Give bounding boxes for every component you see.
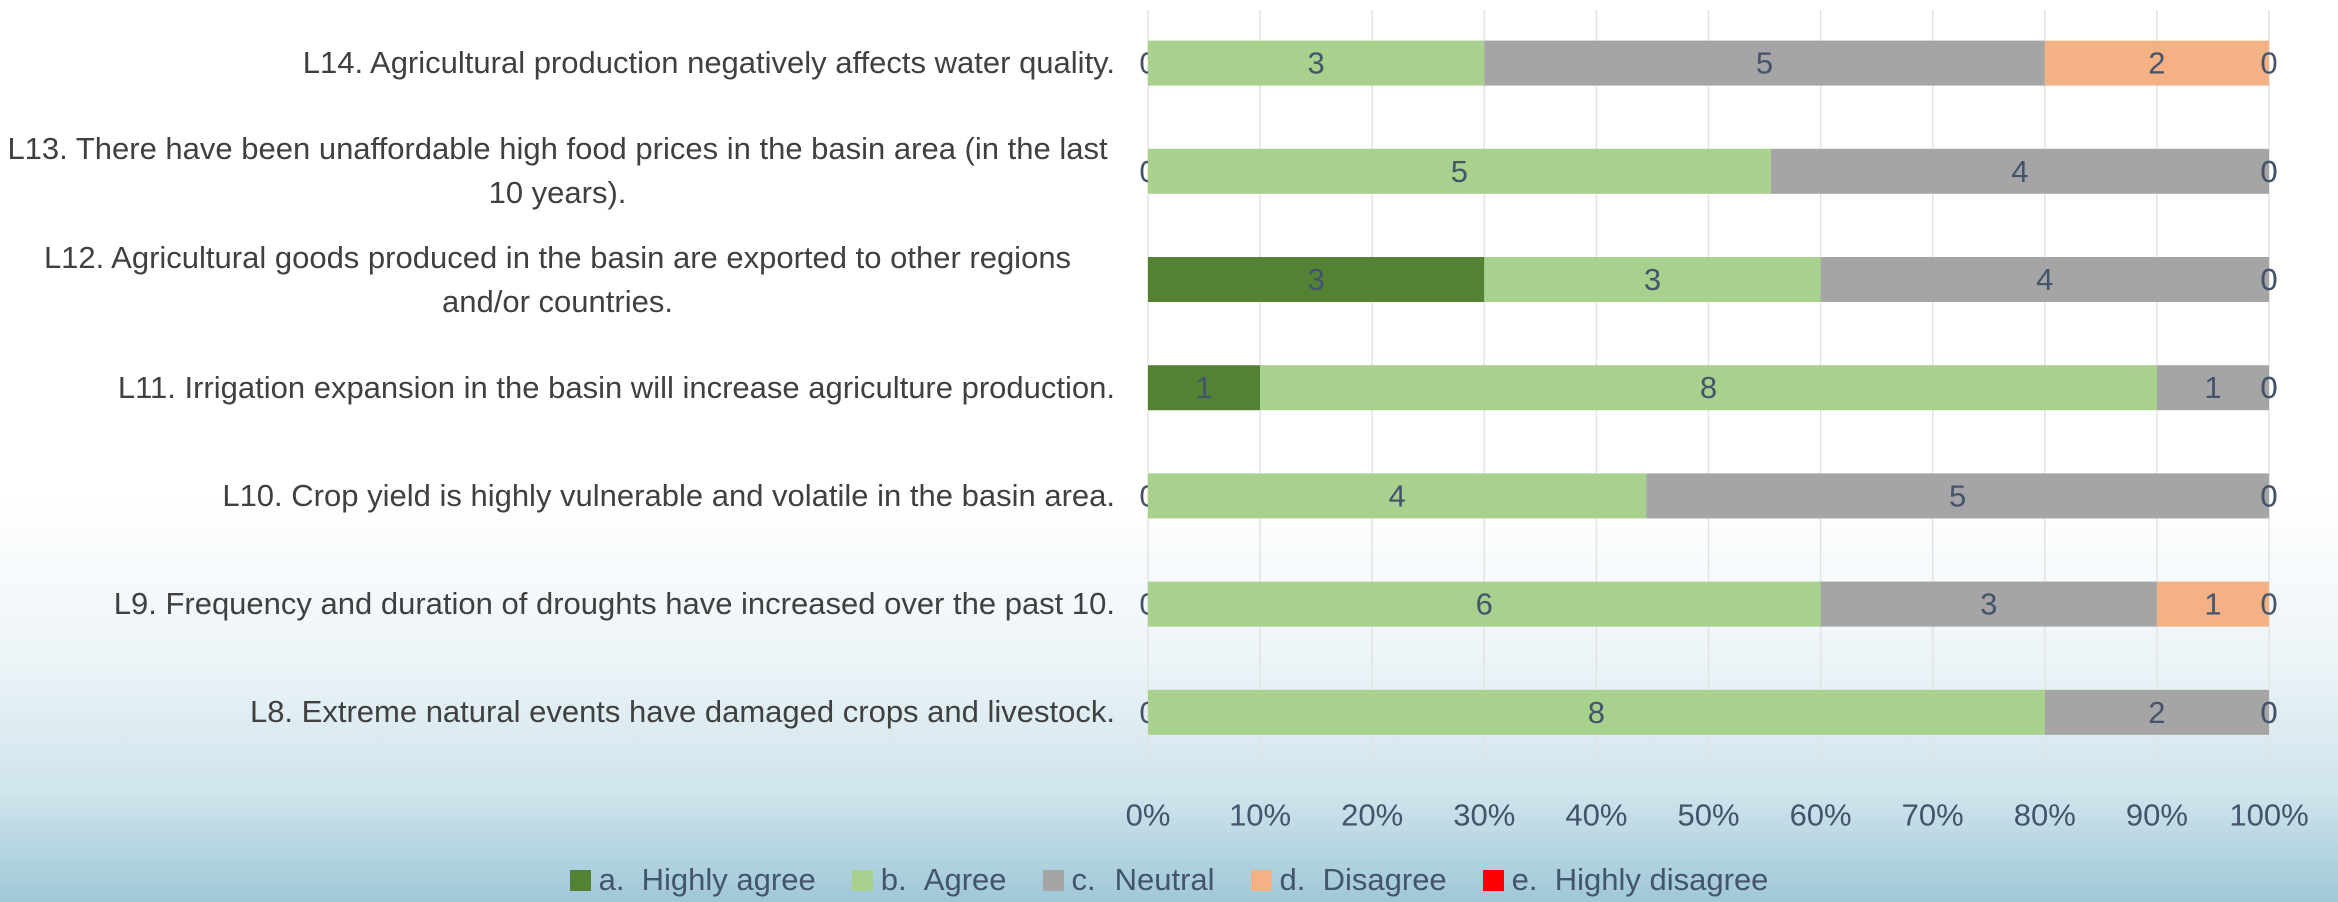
category-text: L8. Extreme natural events have damaged … bbox=[249, 694, 1115, 730]
data-label: 0 bbox=[2260, 262, 2277, 297]
bar-segment bbox=[2156, 365, 2269, 411]
legend-item: d. Disagree bbox=[1250, 862, 1447, 898]
legend: a. Highly agree b. Agree c. Neutral d. Disa… bbox=[0, 862, 2338, 898]
legend-label: b. Agree bbox=[880, 862, 1007, 897]
legend-swatch bbox=[1042, 869, 1064, 891]
category-label: L9. Frequency and duration of droughts h… bbox=[0, 582, 1115, 626]
data-label: 5 bbox=[1756, 46, 1773, 81]
bar-segment bbox=[2156, 581, 2269, 627]
data-label: 0 bbox=[2260, 370, 2277, 405]
data-label: 3 bbox=[1308, 46, 1325, 81]
legend-item: a. Highly agree bbox=[569, 862, 816, 898]
legend-swatch bbox=[569, 869, 591, 891]
bar-segment bbox=[1484, 257, 1821, 302]
legend-item: e. Highly disagree bbox=[1482, 862, 1769, 898]
data-label: 5 bbox=[1949, 478, 1966, 513]
x-tick-label: 10% bbox=[1229, 798, 1291, 833]
category-label: L13. There have been unaffordable high f… bbox=[0, 127, 1115, 215]
bar-segment bbox=[1770, 148, 2269, 194]
data-label: 1 bbox=[2204, 370, 2221, 405]
legend-swatch bbox=[1482, 869, 1504, 891]
legend-swatch bbox=[1250, 869, 1272, 891]
data-label: 6 bbox=[1476, 587, 1493, 622]
category-text: L12. Agricultural goods produced in the … bbox=[43, 239, 1072, 319]
x-tick-label: 100% bbox=[2229, 798, 2308, 833]
bar-segment bbox=[1148, 689, 2045, 735]
data-label: 5 bbox=[1451, 154, 1468, 189]
legend-label: c. Neutral bbox=[1071, 862, 1215, 897]
bar-segment bbox=[1148, 581, 1821, 627]
data-label: 0 bbox=[2260, 46, 2277, 81]
category-text: L13. There have been unaffordable high f… bbox=[7, 131, 1108, 211]
category-label: L10. Crop yield is highly vulnerable and… bbox=[0, 474, 1115, 518]
data-label: 2 bbox=[2148, 695, 2165, 730]
x-tick-label: 70% bbox=[1902, 798, 1964, 833]
data-label: 4 bbox=[2011, 154, 2028, 189]
data-label: 0 bbox=[2260, 154, 2277, 189]
bar-segment bbox=[1484, 40, 2045, 86]
data-label: 4 bbox=[1388, 478, 1405, 513]
legend-swatch bbox=[851, 869, 873, 891]
data-label: 0 bbox=[2260, 154, 2277, 189]
category-label: L14. Agricultural production negatively … bbox=[0, 41, 1115, 85]
bar-segment bbox=[1260, 365, 2157, 411]
data-label: 3 bbox=[1644, 262, 1661, 297]
category-label: L8. Extreme natural events have damaged … bbox=[0, 690, 1115, 734]
category-text: L9. Frequency and duration of droughts h… bbox=[113, 586, 1115, 622]
x-tick-label: 30% bbox=[1453, 798, 1515, 833]
bar-segment bbox=[1148, 473, 1647, 519]
data-label: 1 bbox=[2204, 587, 2221, 622]
x-tick-label: 20% bbox=[1341, 798, 1403, 833]
data-label: 0 bbox=[2260, 370, 2277, 405]
bar-segment bbox=[2044, 689, 2269, 735]
bar-segment bbox=[1148, 40, 1485, 86]
x-tick-label: 0% bbox=[1126, 798, 1171, 833]
bar-segment bbox=[2044, 40, 2269, 86]
category-label: L11. Irrigation expansion in the basin w… bbox=[0, 366, 1115, 410]
bar-segment bbox=[1148, 257, 1485, 302]
bar-segment bbox=[1820, 581, 2157, 627]
data-label: 1 bbox=[1195, 370, 1212, 405]
data-label: 0 bbox=[2260, 695, 2277, 730]
x-tick-label: 60% bbox=[1790, 798, 1852, 833]
x-tick-label: 80% bbox=[2014, 798, 2076, 833]
category-text: L10. Crop yield is highly vulnerable and… bbox=[222, 477, 1115, 513]
data-label: 8 bbox=[1588, 695, 1605, 730]
data-label: 2 bbox=[2148, 46, 2165, 81]
data-label: 3 bbox=[1308, 262, 1325, 297]
legend-label: d. Disagree bbox=[1279, 862, 1447, 897]
data-label: 0 bbox=[2260, 478, 2277, 513]
data-label: 0 bbox=[2260, 262, 2277, 297]
data-label: 0 bbox=[2260, 587, 2277, 622]
x-tick-label: 90% bbox=[2126, 798, 2188, 833]
x-tick-label: 40% bbox=[1565, 798, 1627, 833]
bar-segment bbox=[1820, 257, 2269, 302]
data-label: 4 bbox=[2036, 262, 2053, 297]
category-text: L14. Agricultural production negatively … bbox=[302, 45, 1115, 81]
bar-segment bbox=[1646, 473, 2269, 519]
legend-label: e. Highly disagree bbox=[1511, 862, 1769, 897]
data-label: 8 bbox=[1700, 370, 1717, 405]
data-label: 0 bbox=[2260, 478, 2277, 513]
legend-item: b. Agree bbox=[851, 862, 1007, 898]
category-text: L11. Irrigation expansion in the basin w… bbox=[117, 369, 1115, 405]
category-label: L12. Agricultural goods produced in the … bbox=[0, 236, 1115, 324]
data-label: 3 bbox=[1980, 587, 1997, 622]
legend-item: c. Neutral bbox=[1042, 862, 1215, 898]
x-tick-label: 50% bbox=[1677, 798, 1739, 833]
data-label: 0 bbox=[2260, 695, 2277, 730]
bar-segment bbox=[1148, 365, 1261, 411]
legend-label: a. Highly agree bbox=[598, 862, 816, 897]
bar-segment bbox=[1148, 148, 1771, 194]
